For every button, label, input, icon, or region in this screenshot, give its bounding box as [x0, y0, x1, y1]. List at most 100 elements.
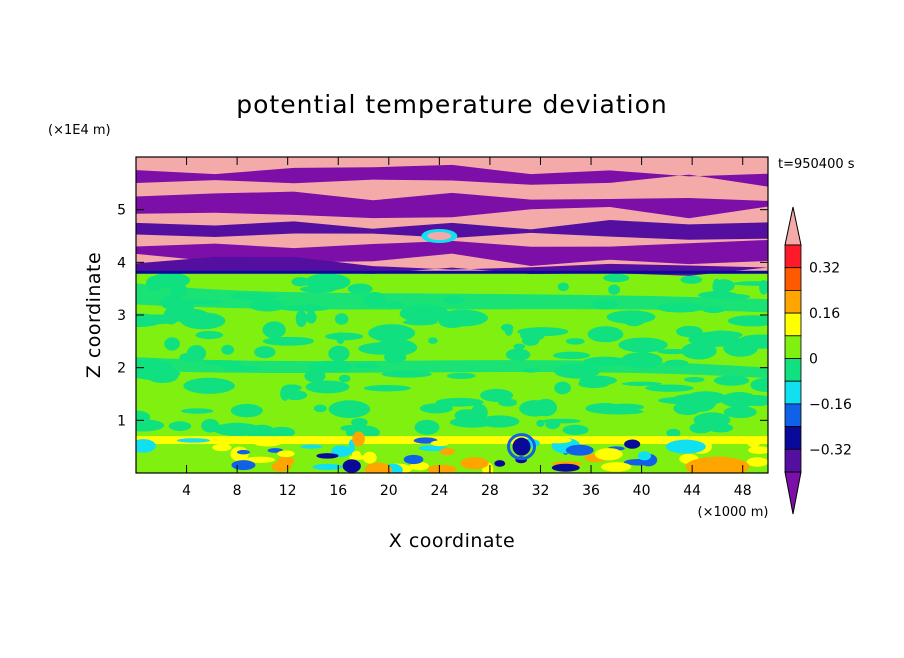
field-patch: [618, 337, 668, 353]
field-patch: [713, 375, 750, 386]
field-patch: [374, 339, 418, 356]
field-feature: [176, 438, 211, 443]
colorbar-swatch: [784, 335, 802, 359]
field-patch: [517, 327, 569, 337]
field-patch: [136, 410, 151, 424]
colorbar-swatch: [784, 267, 802, 291]
field-feature: [403, 454, 424, 465]
field-patch: [621, 381, 663, 386]
field-patch: [712, 278, 721, 294]
colorbar-swatch: [784, 426, 802, 450]
field-interface: [136, 270, 768, 274]
field-patch: [305, 311, 317, 324]
field-patch: [657, 348, 689, 355]
field-patch: [554, 381, 571, 395]
field-feature: [245, 456, 276, 463]
y-tick-label: 2: [117, 361, 126, 377]
field-patch: [435, 397, 484, 407]
field-feature: [253, 439, 282, 447]
field-patch: [221, 344, 235, 355]
field-patch: [334, 313, 349, 325]
field-patch: [313, 404, 327, 413]
field-feature: [231, 460, 256, 471]
field-patch: [419, 403, 453, 414]
field-feature: [427, 232, 452, 240]
colorbar-swatch: [784, 448, 802, 473]
field-feature: [746, 457, 768, 467]
y-axis-title: Z coordinate: [83, 252, 105, 378]
colorbar-swatch: [784, 244, 802, 269]
field-strip: [136, 436, 768, 445]
field-patch: [562, 424, 589, 435]
field-feature: [460, 457, 489, 470]
field-patch: [750, 377, 768, 392]
field-patch: [414, 419, 440, 435]
x-axis-title: X coordinate: [389, 530, 515, 552]
field-patch: [504, 325, 513, 336]
field-feature: [512, 437, 531, 456]
field-patch: [363, 384, 411, 392]
field-feature: [223, 443, 231, 450]
field-feature: [507, 433, 537, 461]
field-feature: [271, 461, 292, 472]
field-patch: [282, 337, 314, 344]
field-patch: [282, 384, 302, 392]
field-feature: [551, 463, 580, 472]
field-feature: [543, 437, 572, 444]
field-feature: [362, 451, 377, 464]
field-patch: [565, 338, 585, 345]
field-patch: [587, 326, 624, 343]
field-feature: [565, 444, 594, 456]
field-patch: [666, 428, 681, 438]
field-patch: [534, 398, 557, 417]
colorbar: 0.32 0.16 0 −0.16 −0.32: [784, 206, 852, 515]
field-patch: [368, 324, 416, 342]
field-patch: [645, 384, 694, 392]
field-patch: [446, 372, 476, 379]
field-patch: [545, 419, 561, 430]
x-axis-ticks: 4 8 12 16 20 24 28 32 36 40 44 48: [182, 157, 752, 499]
contour-field: [136, 157, 768, 473]
field-feature: [312, 463, 343, 470]
colorbar-label: 0: [809, 352, 818, 368]
field-patch: [536, 419, 545, 427]
field-band-upper: [136, 164, 768, 187]
field-patch: [727, 315, 768, 327]
field-feature: [494, 460, 506, 467]
x-tick-label: 16: [329, 483, 347, 499]
field-band-upper: [136, 191, 768, 219]
field-patch: [719, 338, 768, 345]
field-feature: [439, 447, 455, 456]
field-patch: [164, 337, 180, 351]
field-patch: [201, 418, 220, 433]
field-feature: [747, 436, 761, 448]
field-patch: [732, 281, 768, 286]
x-tick-label: 40: [633, 483, 651, 499]
field-patch: [328, 345, 350, 362]
x-tick-label: 8: [233, 483, 242, 499]
x-tick-label: 24: [430, 483, 448, 499]
colorbar-label: 0.32: [809, 261, 840, 277]
field-patch: [438, 309, 488, 327]
field-feature: [351, 450, 362, 460]
colorbar-swatch: [784, 312, 802, 337]
field-feature: [594, 448, 623, 461]
field-patch: [184, 380, 213, 389]
field-patch: [605, 403, 644, 411]
field-patch: [262, 321, 286, 339]
x-tick-label: 28: [481, 483, 499, 499]
field-patch: [347, 283, 373, 295]
field-patch: [759, 279, 768, 295]
x-tick-label: 36: [582, 483, 600, 499]
field-patch: [305, 380, 350, 394]
field-feature: [410, 462, 430, 471]
field-patch: [328, 400, 371, 418]
x-unit-label: (×1000 m): [698, 505, 769, 520]
y-axis-ticks: 1 2 3 4 5: [117, 203, 768, 429]
field-patch: [181, 408, 214, 414]
field-feature: [427, 464, 457, 473]
field-band: [136, 357, 768, 379]
field-feature: [364, 462, 392, 473]
field-patch: [742, 395, 768, 407]
field-patch: [351, 417, 368, 427]
